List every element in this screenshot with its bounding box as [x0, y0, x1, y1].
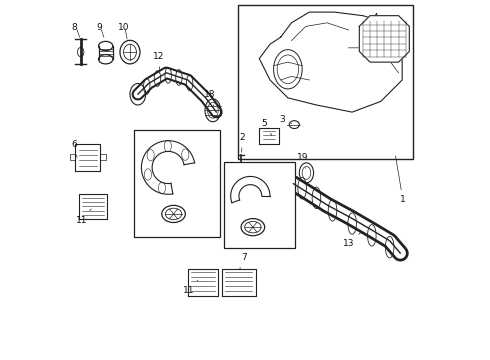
Text: 11: 11	[75, 209, 91, 225]
Text: 11: 11	[183, 280, 198, 294]
Text: 17: 17	[238, 214, 253, 226]
Polygon shape	[75, 144, 100, 171]
Polygon shape	[259, 12, 402, 112]
Text: 8: 8	[72, 23, 77, 32]
Text: 17: 17	[158, 200, 173, 212]
Text: 16: 16	[248, 179, 265, 192]
Text: 3: 3	[280, 115, 292, 124]
Text: 18: 18	[203, 90, 215, 106]
Polygon shape	[222, 269, 256, 296]
Text: 10: 10	[118, 23, 129, 32]
Text: 15: 15	[242, 175, 253, 184]
Bar	[223, 162, 295, 248]
Text: 14: 14	[166, 222, 177, 231]
Polygon shape	[188, 269, 218, 296]
Text: 13: 13	[343, 233, 361, 248]
Text: 1: 1	[395, 156, 406, 204]
Bar	[134, 130, 220, 237]
Bar	[238, 5, 413, 158]
Text: 19: 19	[297, 153, 309, 168]
Text: 9: 9	[97, 23, 102, 32]
Polygon shape	[259, 128, 279, 144]
Text: 7: 7	[240, 253, 247, 269]
Polygon shape	[359, 16, 409, 62]
Polygon shape	[142, 141, 195, 194]
Polygon shape	[231, 176, 270, 203]
Text: 16: 16	[188, 148, 204, 160]
Polygon shape	[79, 194, 107, 219]
Text: 2: 2	[240, 133, 245, 152]
Text: 4: 4	[372, 13, 380, 31]
Text: 6: 6	[72, 140, 77, 157]
Text: 5: 5	[262, 119, 272, 135]
Text: 12: 12	[153, 52, 164, 70]
